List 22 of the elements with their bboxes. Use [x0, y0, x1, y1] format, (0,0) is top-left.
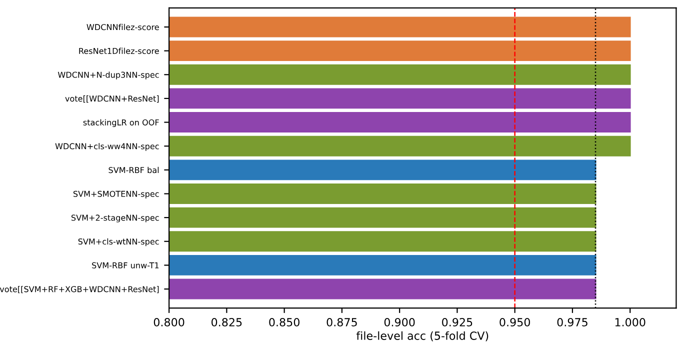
y-tick-label: WDCNNfilez-score: [86, 24, 159, 30]
y-tick-label: SVM+2-stageNN-spec: [71, 214, 159, 222]
x-tick-label: 0.825: [212, 318, 242, 326]
y-tick-label: stackingLR on OOF: [83, 119, 159, 128]
y-tick-label: SVM-RBF bal: [108, 166, 159, 174]
x-tick-label: 1.000: [615, 318, 646, 326]
x-axis-title: file-level acc (5-fold CV): [356, 331, 488, 342]
x-tick-label: 0.875: [326, 318, 357, 326]
y-tick-label: SVM-RBF unw-T1: [92, 262, 159, 268]
y-tick-label: SVM+SMOTENN-spec: [73, 190, 159, 198]
x-tick-label: 0.850: [269, 318, 300, 326]
y-tick-label: vote[[SVM+RF+XGB+WDCNN+ResNet]: [0, 286, 159, 294]
x-tick-label: 0.800: [154, 318, 184, 326]
y-tick-label: WDCNN+cls-ww4NN-spec: [55, 143, 159, 151]
y-tick-label: SVM+cls-wtNN-spec: [78, 238, 159, 246]
x-tick-label: 0.975: [557, 318, 588, 326]
y-tick-label: vote[[WDCNN+ResNet]: [65, 95, 159, 103]
x-tick-label: 0.950: [500, 318, 530, 326]
x-tick-label: 0.900: [384, 318, 415, 326]
x-tick-label: 0.925: [442, 318, 472, 326]
y-tick-label: ResNet1Dfilez-score: [79, 48, 159, 54]
y-tick-label: WDCNN+N-dup3NN-spec: [58, 72, 159, 80]
